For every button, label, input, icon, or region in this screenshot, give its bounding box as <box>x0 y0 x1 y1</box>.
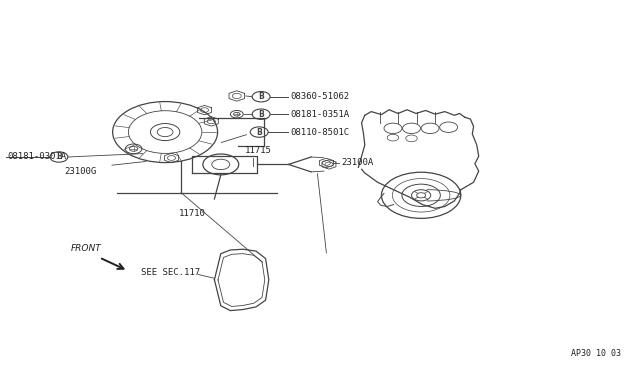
Text: 08110-8501C: 08110-8501C <box>290 128 349 137</box>
Text: 11715: 11715 <box>244 146 271 155</box>
Text: FRONT: FRONT <box>71 244 102 253</box>
Text: 08181-0301A: 08181-0301A <box>8 153 67 161</box>
Text: B: B <box>259 110 264 119</box>
Text: 23100A: 23100A <box>341 158 373 167</box>
Text: SEE SEC.117: SEE SEC.117 <box>141 268 200 277</box>
Text: 08181-0351A: 08181-0351A <box>290 110 349 119</box>
Text: B: B <box>56 153 61 161</box>
Text: 08360-51062: 08360-51062 <box>290 92 349 101</box>
Text: 23100G: 23100G <box>64 167 96 176</box>
Text: B: B <box>259 92 264 101</box>
Text: 11710: 11710 <box>179 209 206 218</box>
Text: B: B <box>257 128 262 137</box>
Text: AP30 10 03: AP30 10 03 <box>571 349 621 358</box>
